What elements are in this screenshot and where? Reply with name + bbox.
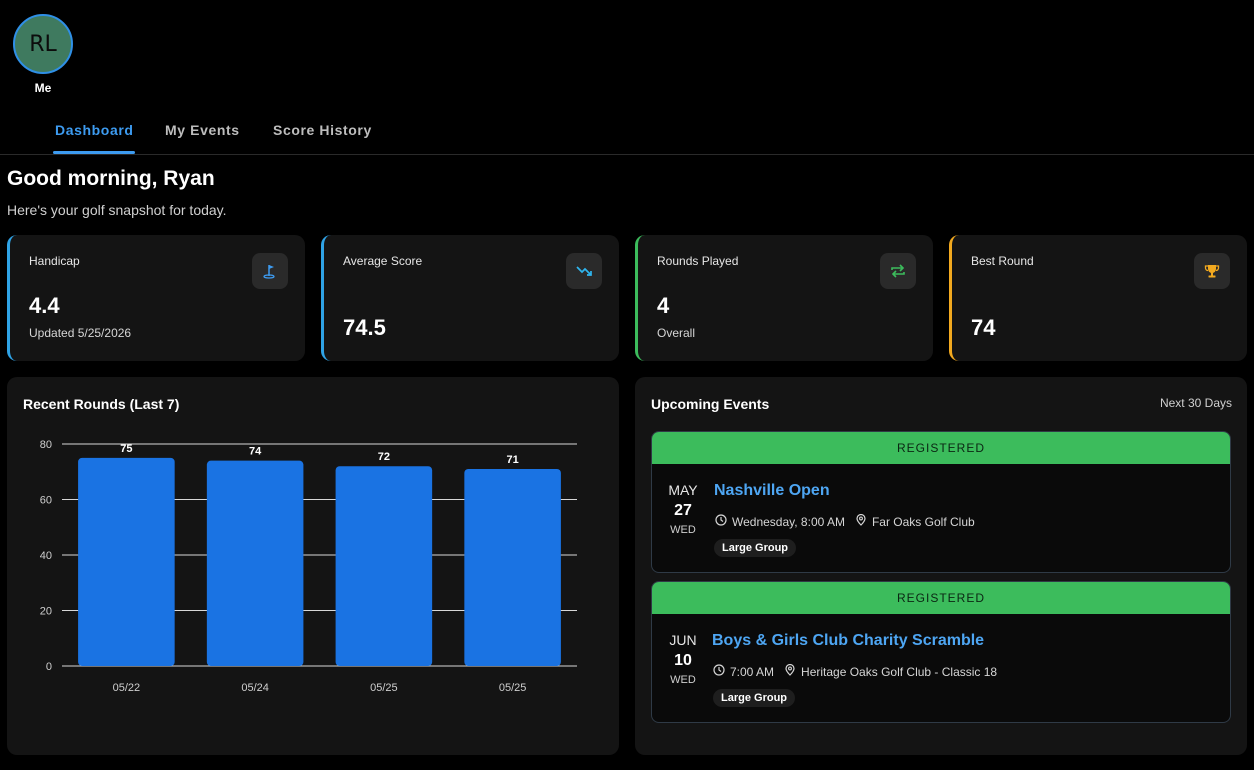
y-tick-label: 0 bbox=[46, 661, 52, 673]
stat-card-rounds-played: Rounds Played 4 Overall bbox=[635, 235, 933, 361]
event-name-link[interactable]: Nashville Open bbox=[714, 482, 830, 499]
y-tick-label: 20 bbox=[40, 606, 52, 618]
stat-note: Overall bbox=[657, 326, 696, 340]
bar-value-label: 74 bbox=[249, 446, 262, 458]
nav-tabs: Dashboard My Events Score History bbox=[0, 112, 1254, 155]
recent-rounds-panel: Recent Rounds (Last 7) 0 20 40 60 80 75 05/22 7… bbox=[7, 377, 619, 755]
y-tick-label: 80 bbox=[40, 439, 52, 451]
event-month: JUN bbox=[669, 632, 697, 648]
event-tag: Large Group bbox=[713, 689, 796, 707]
stat-value: 74.5 bbox=[343, 315, 386, 340]
stat-note: Updated 5/25/2026 bbox=[29, 326, 132, 340]
event-weekday: WED bbox=[670, 524, 696, 536]
location-pin-icon bbox=[855, 513, 872, 529]
event-day: 27 bbox=[674, 502, 692, 519]
tab-dashboard[interactable]: Dashboard bbox=[55, 122, 134, 138]
location-pin-icon bbox=[784, 663, 801, 679]
repeat-icon bbox=[880, 253, 916, 289]
event-location: Heritage Oaks Golf Club - Classic 18 bbox=[801, 664, 998, 679]
page-subtitle: Here's your golf snapshot for today. bbox=[7, 202, 227, 218]
upcoming-events-range: Next 30 Days bbox=[1159, 396, 1232, 410]
bar bbox=[335, 466, 433, 666]
clock-icon bbox=[715, 514, 732, 529]
event-card[interactable]: REGISTERED JUN 10 WED Boys & Girls Club … bbox=[651, 581, 1231, 723]
y-tick-label: 40 bbox=[40, 550, 52, 562]
y-tick-label: 60 bbox=[40, 495, 52, 507]
bar-value-label: 75 bbox=[120, 443, 132, 455]
trophy-icon bbox=[1194, 253, 1230, 289]
event-time: 7:00 AM bbox=[730, 664, 775, 679]
event-card[interactable]: REGISTERED MAY 27 WED Nashville Open Wed… bbox=[651, 431, 1231, 573]
event-date: MAY 27 WED bbox=[652, 482, 714, 536]
bar bbox=[464, 468, 561, 666]
recent-rounds-chart: 0 20 40 60 80 75 05/22 74 05/24 72 05/25 71 05/25 bbox=[40, 439, 577, 694]
status-badge: REGISTERED bbox=[652, 432, 1230, 464]
stat-card-average-score: Average Score 74.5 bbox=[321, 235, 619, 361]
stat-card-best-round: Best Round 74 bbox=[949, 235, 1247, 361]
stat-label: Handicap bbox=[29, 254, 80, 268]
x-tick-label: 05/25 bbox=[499, 682, 527, 694]
trending-down-icon bbox=[566, 253, 602, 289]
stat-card-handicap: Handicap 4.4 Updated 5/25/2026 bbox=[7, 235, 305, 361]
recent-rounds-title: Recent Rounds (Last 7) bbox=[23, 396, 180, 412]
stat-value: 74 bbox=[971, 315, 996, 340]
tab-score-history[interactable]: Score History bbox=[273, 122, 372, 138]
stat-label: Average Score bbox=[343, 254, 423, 268]
event-meta: 7:00 AM Heritage Oaks Golf Club - Classi… bbox=[713, 663, 998, 679]
stat-label: Rounds Played bbox=[657, 254, 739, 268]
avatar[interactable]: RL bbox=[13, 14, 73, 74]
avatar-label: Me bbox=[34, 81, 52, 95]
bar bbox=[78, 457, 175, 666]
event-name-link[interactable]: Boys & Girls Club Charity Scramble bbox=[712, 632, 985, 649]
bar-value-label: 71 bbox=[507, 454, 519, 466]
upcoming-events-panel: Upcoming Events Next 30 Days REGISTERED … bbox=[635, 377, 1247, 755]
page-title: Good morning, Ryan bbox=[7, 167, 215, 190]
event-meta: Wednesday, 8:00 AM Far Oaks Golf Club bbox=[715, 513, 975, 529]
stat-label: Best Round bbox=[971, 254, 1034, 268]
stat-value: 4 bbox=[657, 293, 670, 318]
clock-icon bbox=[713, 664, 730, 679]
upcoming-events-title: Upcoming Events bbox=[651, 396, 770, 412]
bar-value-label: 72 bbox=[378, 451, 390, 463]
bar bbox=[206, 460, 304, 666]
event-tag: Large Group bbox=[714, 539, 797, 557]
status-badge: REGISTERED bbox=[652, 582, 1230, 614]
x-tick-label: 05/22 bbox=[113, 682, 141, 694]
event-location: Far Oaks Golf Club bbox=[871, 514, 975, 529]
event-weekday: WED bbox=[670, 674, 696, 686]
event-day: 10 bbox=[674, 652, 692, 669]
active-tab-indicator bbox=[53, 151, 135, 154]
golf-flag-icon bbox=[252, 253, 288, 289]
stat-value: 4.4 bbox=[29, 293, 60, 318]
event-time: Wednesday, 8:00 AM bbox=[732, 514, 845, 529]
x-tick-label: 05/25 bbox=[370, 682, 398, 694]
tab-my-events[interactable]: My Events bbox=[165, 122, 240, 138]
event-month: MAY bbox=[668, 482, 698, 498]
event-date: JUN 10 WED bbox=[652, 632, 714, 686]
x-tick-label: 05/24 bbox=[241, 682, 269, 694]
